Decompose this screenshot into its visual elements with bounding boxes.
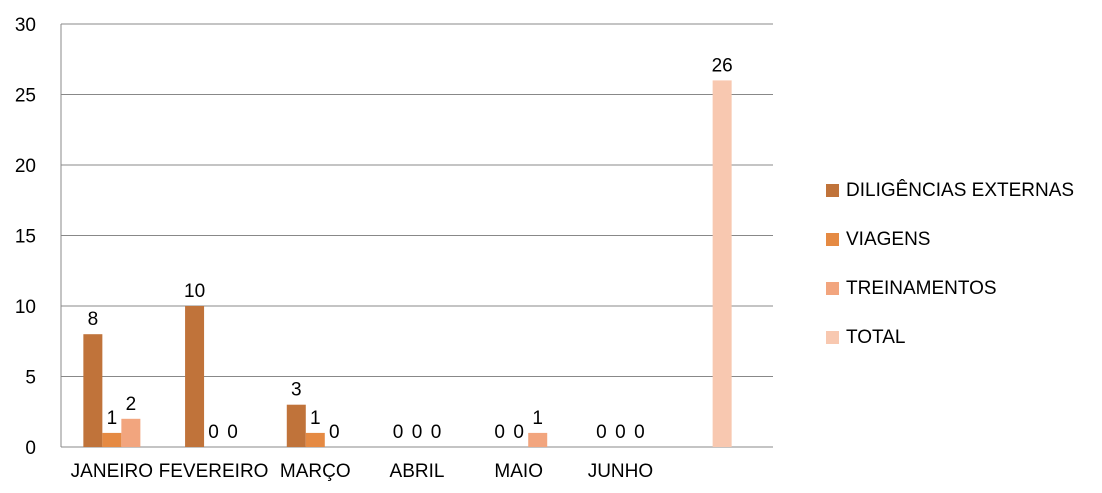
legend-label: DILIGÊNCIAS EXTERNAS: [846, 179, 1075, 201]
data-label: 0: [615, 422, 626, 443]
legend-label: TREINAMENTOS: [846, 277, 997, 299]
data-label: 2: [126, 394, 137, 415]
data-label: 1: [532, 408, 543, 429]
legend-swatch: [826, 331, 839, 344]
y-tick-label: 20: [15, 156, 36, 177]
bar: [185, 306, 205, 447]
legend-label: VIAGENS: [846, 228, 931, 250]
legend-item-treinamentos: TREINAMENTOS: [826, 264, 1074, 313]
data-label: 0: [494, 422, 505, 443]
data-label: 0: [596, 422, 607, 443]
x-tick-label: ABRIL: [390, 461, 445, 482]
x-tick-label: MARÇO: [280, 461, 351, 482]
legend-item-diligencias: DILIGÊNCIAS EXTERNAS: [826, 166, 1074, 215]
y-tick-label: 15: [15, 227, 36, 248]
y-tick-label: 10: [15, 297, 36, 318]
y-tick-label: 5: [25, 368, 36, 389]
data-label: 26: [712, 55, 733, 76]
legend-swatch: [826, 282, 839, 295]
bar: [286, 404, 306, 447]
data-label: 0: [329, 422, 340, 443]
legend-swatch: [826, 184, 839, 197]
data-label: 1: [310, 408, 321, 429]
data-label: 0: [634, 422, 645, 443]
y-tick-label: 25: [15, 86, 36, 107]
data-label: 3: [291, 380, 302, 401]
data-label: 8: [88, 309, 99, 330]
y-tick-label: 0: [25, 438, 36, 459]
x-tick-label: MAIO: [494, 461, 543, 482]
x-tick-label: FEVEREIRO: [159, 461, 269, 482]
legend-item-total: TOTAL: [826, 313, 1074, 362]
data-label: 0: [227, 422, 238, 443]
legend-swatch: [826, 233, 839, 246]
data-label: 0: [393, 422, 404, 443]
bar: [121, 418, 141, 447]
legend: DILIGÊNCIAS EXTERNAS VIAGENS TREINAMENTO…: [826, 166, 1074, 362]
y-tick-label: 30: [15, 15, 36, 36]
x-tick-label: JANEIRO: [71, 461, 153, 482]
data-label: 1: [107, 408, 118, 429]
data-label: 10: [184, 281, 205, 302]
data-label: 0: [208, 422, 219, 443]
bar: [102, 432, 122, 447]
bar: [83, 334, 103, 447]
bar: [528, 432, 548, 447]
data-label: 0: [431, 422, 442, 443]
data-label: 0: [412, 422, 423, 443]
legend-item-viagens: VIAGENS: [826, 215, 1074, 264]
data-label: 0: [513, 422, 524, 443]
x-tick-label: JUNHO: [588, 461, 653, 482]
bar: [305, 432, 325, 447]
bar: [712, 80, 732, 448]
legend-label: TOTAL: [846, 326, 906, 348]
